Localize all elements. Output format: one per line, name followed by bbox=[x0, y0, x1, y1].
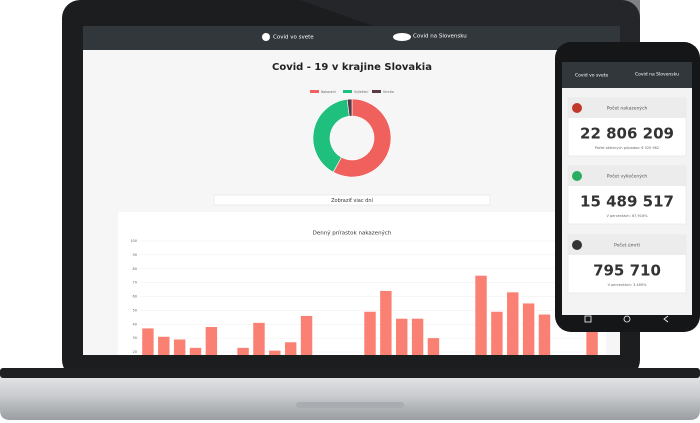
bar bbox=[396, 318, 408, 355]
legend-swatch bbox=[310, 90, 319, 93]
y-tick-label: 80 bbox=[133, 267, 137, 271]
bar bbox=[522, 303, 535, 355]
nav-link[interactable]: Covid vo svete bbox=[273, 35, 314, 41]
y-tick-label: 50 bbox=[133, 308, 137, 312]
y-tick-label: 60 bbox=[133, 295, 137, 299]
card-detail: V percentách: 3.489% bbox=[608, 283, 648, 287]
page-title: Covid - 19 v krajine Slovakia bbox=[272, 62, 432, 73]
phone-button bbox=[663, 315, 669, 323]
y-tick-label: 20 bbox=[133, 350, 137, 354]
card-detail: V percentách: 67,916% bbox=[606, 214, 648, 218]
card-label: Počet nakazených bbox=[607, 105, 648, 112]
phone-button bbox=[584, 315, 592, 323]
card-header bbox=[568, 235, 686, 255]
nav-link[interactable]: Covid na Slovensku bbox=[413, 34, 467, 40]
bar bbox=[189, 347, 202, 355]
bar bbox=[142, 328, 154, 355]
bar bbox=[491, 311, 503, 355]
legend-label: Úmrtia bbox=[383, 89, 394, 94]
donut-segment bbox=[332, 98, 392, 178]
nav-link[interactable]: Covid na Slovensku bbox=[635, 72, 679, 78]
y-tick-label: 70 bbox=[133, 281, 137, 285]
bar bbox=[538, 314, 551, 355]
card-label: Počet vyliečených bbox=[607, 173, 648, 180]
card-detail: Počet aktívnych prípadov: 6 520 962 bbox=[595, 146, 659, 150]
phone-button bbox=[623, 315, 631, 323]
card-icon bbox=[572, 171, 582, 181]
laptop-nav bbox=[83, 26, 620, 50]
bar bbox=[364, 311, 376, 355]
bar bbox=[475, 275, 487, 355]
globe-icon bbox=[262, 33, 270, 41]
bar bbox=[380, 290, 392, 355]
keyboard-edge bbox=[0, 368, 700, 378]
slovakia-icon bbox=[393, 33, 411, 41]
nav-link[interactable]: Covid vo svete bbox=[575, 73, 608, 79]
bar bbox=[507, 292, 519, 355]
card-header bbox=[568, 98, 686, 118]
legend-swatch bbox=[343, 90, 352, 93]
bar bbox=[158, 336, 170, 355]
bar bbox=[253, 322, 265, 355]
more-days-button[interactable] bbox=[213, 194, 491, 206]
bar bbox=[427, 338, 440, 355]
bar bbox=[205, 327, 218, 355]
y-tick-label: 40 bbox=[133, 322, 137, 326]
y-tick-label: 100 bbox=[130, 239, 137, 243]
bar bbox=[284, 342, 297, 355]
card-value: 15 489 517 bbox=[580, 193, 674, 211]
bar bbox=[173, 339, 186, 355]
phone-cards: Počet nakazených 22 806 209 Počet aktívnyc… bbox=[567, 97, 687, 294]
donut-segment bbox=[346, 98, 353, 117]
card-value: 795 710 bbox=[593, 262, 661, 280]
legend-label: Nakazení bbox=[321, 90, 336, 94]
chart-title: Denný prírastok nakazených bbox=[313, 230, 392, 237]
legend-label: Vyliečení bbox=[354, 90, 368, 94]
phone-nav bbox=[562, 62, 692, 88]
bar bbox=[237, 347, 249, 355]
trackpad-notch bbox=[296, 402, 404, 408]
button-label[interactable]: Zobraziť viac dní bbox=[331, 197, 373, 204]
donut-chart: Nakazení Vyliečení Úmrtia bbox=[310, 89, 394, 178]
card-icon bbox=[572, 103, 582, 113]
bar bbox=[300, 315, 313, 355]
bar-chart: Denný prírastok nakazených 20 30 40 50 60 70 80… bbox=[130, 230, 600, 355]
card-icon bbox=[572, 240, 582, 250]
y-tick-label: 30 bbox=[133, 336, 137, 340]
legend-swatch bbox=[372, 90, 381, 93]
bar bbox=[269, 350, 281, 355]
laptop-base bbox=[0, 372, 700, 420]
y-tick-label: 90 bbox=[133, 253, 137, 257]
card-value: 22 806 209 bbox=[580, 125, 674, 143]
bar bbox=[411, 318, 424, 355]
card-header bbox=[568, 166, 686, 186]
card-label: Počet úmrtí bbox=[614, 242, 641, 249]
bar bbox=[586, 329, 598, 355]
